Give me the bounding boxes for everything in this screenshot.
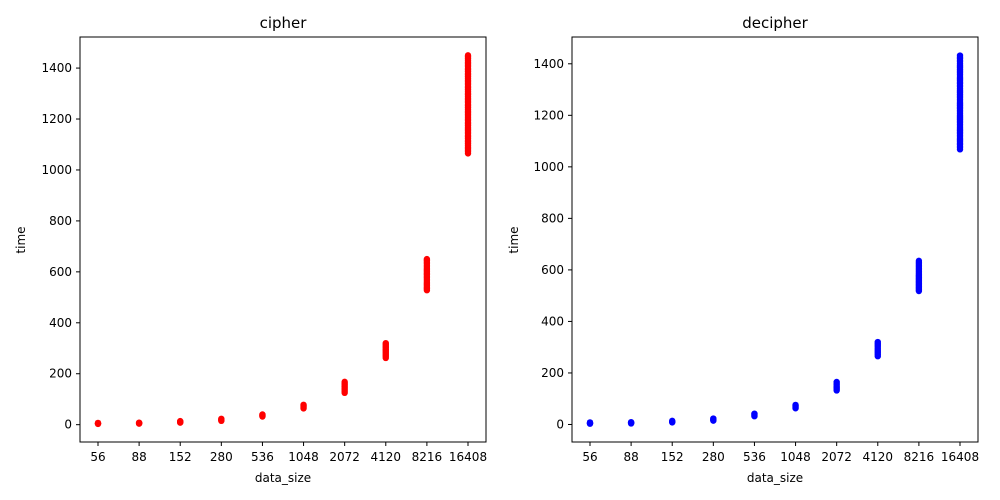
x-tick-label: 4120 xyxy=(863,450,894,464)
y-tick-label: 600 xyxy=(49,265,72,279)
y-tick-label: 0 xyxy=(556,417,564,431)
chart-title: decipher xyxy=(742,14,808,32)
y-axis: 0 200 400 600 800 1000 1200 1400 xyxy=(533,57,572,431)
y-tick-label: 200 xyxy=(49,367,72,381)
x-tick-label: 2072 xyxy=(821,450,852,464)
data-point xyxy=(710,415,717,422)
x-tick-label: 1048 xyxy=(288,450,319,464)
x-tick-label: 152 xyxy=(169,450,192,464)
y-tick-label: 1200 xyxy=(41,112,72,126)
data-point xyxy=(464,52,472,59)
x-tick-label: 56 xyxy=(582,450,597,464)
data-point xyxy=(833,378,840,386)
y-tick-label: 400 xyxy=(541,314,564,328)
y-tick-label: 1400 xyxy=(533,57,564,71)
data-point xyxy=(218,415,225,423)
y-tick-label: 400 xyxy=(49,316,72,330)
data-points xyxy=(94,52,472,428)
data-point xyxy=(669,417,676,425)
data-point xyxy=(874,338,881,346)
x-tick-label: 88 xyxy=(623,450,638,464)
x-tick-label: 16408 xyxy=(941,450,979,464)
data-point xyxy=(341,378,348,386)
data-point xyxy=(94,419,102,427)
y-tick-label: 800 xyxy=(49,214,72,228)
data-points xyxy=(586,52,964,427)
data-point xyxy=(135,419,143,426)
y-tick-label: 0 xyxy=(64,418,72,432)
y-tick-label: 1400 xyxy=(41,61,72,75)
x-tick-label: 56 xyxy=(90,450,105,464)
x-tick-label: 8216 xyxy=(412,450,443,464)
data-point xyxy=(300,401,307,409)
y-tick-label: 1000 xyxy=(41,163,72,177)
x-axis: 56 88 152 280 536 1048 2072 4120 8216 16408 xyxy=(582,442,979,464)
data-point xyxy=(956,52,964,59)
y-axis-label: time xyxy=(14,226,28,253)
x-tick-label: 536 xyxy=(743,450,766,464)
data-point xyxy=(259,411,266,418)
data-point xyxy=(177,417,184,425)
x-tick-label: 2072 xyxy=(329,450,360,464)
y-tick-label: 200 xyxy=(541,366,564,380)
cipher-chart: cipher 56 88 152 280 536 1048 2072 4120 8216 1640… xyxy=(14,14,487,485)
data-point xyxy=(915,257,923,265)
data-point xyxy=(792,401,799,409)
decipher-chart: decipher 56 88 152 280 536 1048 2072 4120 8216 16… xyxy=(507,14,979,485)
data-point xyxy=(751,410,758,417)
x-axis-label: data_size xyxy=(255,471,311,485)
x-tick-label: 536 xyxy=(251,450,274,464)
x-tick-label: 4120 xyxy=(371,450,402,464)
data-point xyxy=(627,418,635,426)
x-tick-label: 152 xyxy=(661,450,684,464)
x-tick-label: 280 xyxy=(210,450,233,464)
x-tick-label: 88 xyxy=(131,450,146,464)
x-tick-label: 16408 xyxy=(449,450,487,464)
data-point xyxy=(586,419,594,426)
y-axis: 0 200 400 600 800 1000 1200 1400 xyxy=(41,61,80,432)
plot-frame xyxy=(79,36,487,443)
data-point xyxy=(423,255,431,263)
x-tick-label: 280 xyxy=(702,450,725,464)
chart-title: cipher xyxy=(260,14,308,32)
plot-frame xyxy=(571,36,979,443)
x-axis: 56 88 152 280 536 1048 2072 4120 8216 16408 xyxy=(90,442,487,464)
x-tick-label: 8216 xyxy=(904,450,935,464)
y-tick-label: 600 xyxy=(541,263,564,277)
y-tick-label: 1000 xyxy=(533,160,564,174)
data-point xyxy=(382,339,389,347)
x-tick-label: 1048 xyxy=(780,450,811,464)
x-axis-label: data_size xyxy=(747,471,803,485)
y-axis-label: time xyxy=(507,226,521,253)
y-tick-label: 800 xyxy=(541,211,564,225)
y-tick-label: 1200 xyxy=(533,108,564,122)
